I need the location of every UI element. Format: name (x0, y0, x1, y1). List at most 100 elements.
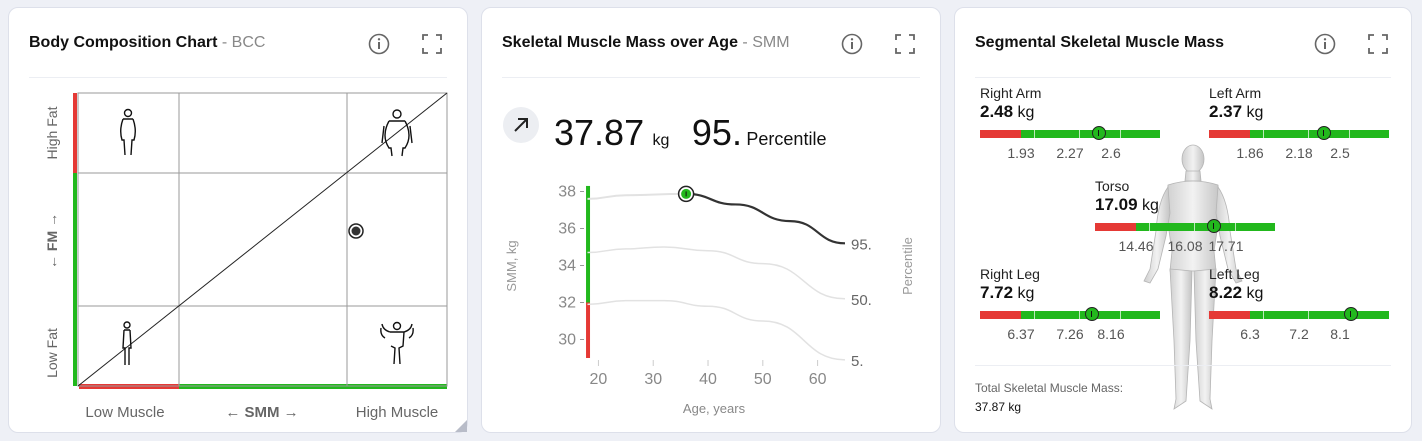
smm-y-tick-label: 38 (558, 184, 576, 201)
segment-range-bar (980, 307, 1160, 321)
segment-value: 17.09 (1095, 195, 1138, 214)
segment-bar-tick (1263, 311, 1264, 319)
segment-bar-tick (1034, 311, 1035, 319)
smm-series-label: 95. (851, 236, 872, 253)
smm-x-tick-label: 40 (699, 371, 717, 388)
total-smm-value: 37.87 kg (975, 400, 1022, 414)
smm-title-abbr: SMM (752, 34, 790, 51)
bcc-diagonal (77, 92, 448, 387)
x-axis-smm-title: ← SMM → (225, 404, 298, 421)
smm-x-axis-title: Age, years (683, 401, 746, 416)
segment-tick-label: 7.26 (1056, 326, 1084, 342)
smm-value: 37.87 (554, 112, 645, 153)
segment-red-zone (980, 130, 1021, 138)
segment-tick-label: 2.27 (1056, 145, 1084, 161)
bcc-grid-border (77, 92, 448, 387)
segment-range-bar (980, 126, 1160, 140)
segment-name: Left Arm (1209, 85, 1262, 101)
x-axis-high-muscle-label: High Muscle (356, 404, 439, 421)
segment-value-row: 2.48 kg (980, 102, 1034, 122)
expand-icon[interactable] (893, 32, 917, 56)
smm-card: Skeletal Muscle Mass over Age - SMM 37.8… (481, 7, 941, 433)
resize-handle-icon[interactable] (455, 420, 467, 432)
segment-value: 7.72 (980, 283, 1014, 302)
segment-marker-line (1091, 311, 1092, 317)
bcc-title-text: Body Composition Chart (29, 34, 218, 51)
segment-tick-label: 2.5 (1330, 145, 1350, 161)
fat-zone-red-bar (73, 93, 77, 173)
low-fat-low-muscle-figure-icon (122, 321, 132, 365)
high-fat-high-muscle-figure-icon (381, 109, 413, 157)
smm-zone-green-bar (586, 185, 591, 303)
smm-x-tick-label: 60 (809, 371, 827, 388)
segment-tick-label: 6.3 (1240, 326, 1260, 342)
smm-y-axis-title: SMM, kg (504, 240, 519, 291)
segment-value-row: 8.22 kg (1209, 283, 1263, 303)
segment-unit: kg (1246, 104, 1264, 121)
expand-icon[interactable] (420, 32, 444, 56)
smm-x-tick-label: 50 (754, 371, 772, 388)
bcc-card: Body Composition Chart - BCC (8, 7, 468, 433)
x-axis-arrow-left: ← (225, 404, 240, 421)
smm-title-separator: - (742, 34, 753, 51)
segment-red-zone (980, 311, 1021, 319)
fat-zone-green-bar (73, 173, 77, 386)
segment-bar-tick (1194, 223, 1195, 231)
segment-value-marker (1207, 219, 1221, 233)
segment-tick-label: 1.86 (1236, 145, 1264, 161)
segment-tick-label: 17.71 (1208, 238, 1244, 254)
segment-value-marker (1317, 126, 1331, 140)
segment-tick-label: 8.16 (1097, 326, 1125, 342)
smm-y2-axis-title: Percentile (900, 237, 915, 295)
y-axis-fm-title: ← FM → (44, 213, 60, 269)
smm-title-text: Skeletal Muscle Mass over Age (502, 34, 738, 51)
bcc-card-header: Body Composition Chart - BCC (9, 8, 467, 78)
smm-series-label: 5. (851, 353, 864, 370)
segment-left-leg: Left Leg 8.22 kg 6.3 7.2 8.1 (1209, 266, 1389, 346)
segment-range-bar (1209, 126, 1389, 140)
segment-tick-label: 2.6 (1101, 145, 1121, 161)
total-smm-label: Total Skeletal Muscle Mass: (975, 381, 1124, 395)
segment-value: 2.37 (1209, 102, 1243, 121)
segment-value: 2.48 (980, 102, 1014, 121)
segment-unit: kg (1246, 285, 1264, 302)
smm-y-tick-label: 30 (558, 332, 576, 349)
segment-value: 8.22 (1209, 283, 1243, 302)
expand-icon[interactable] (1366, 32, 1390, 56)
bcc-card-title: Body Composition Chart - BCC (29, 34, 265, 52)
segment-name: Torso (1095, 178, 1130, 194)
smm-y-tick-label: 32 (558, 295, 576, 312)
seg-header-divider (975, 77, 1391, 78)
segment-tick-label: 14.46 (1118, 238, 1154, 254)
y-axis-high-fat-label: High Fat (44, 106, 60, 159)
seg-title-text: Segmental Skeletal Muscle Mass (975, 34, 1224, 51)
seg-card: Segmental Skeletal Muscle Mass Right Arm… (954, 7, 1412, 433)
segment-bar-tick (1079, 311, 1080, 319)
segment-tick-label: 7.2 (1289, 326, 1309, 342)
smm-value-row: 37.87 kg 95. Percentile (554, 112, 826, 154)
segment-unit: kg (1142, 197, 1159, 214)
segment-value-marker (1092, 126, 1106, 140)
info-icon[interactable] (367, 32, 391, 56)
seg-card-header: Segmental Skeletal Muscle Mass (955, 8, 1411, 78)
smm-card-title: Skeletal Muscle Mass over Age - SMM (502, 34, 790, 52)
bcc-user-marker-core (351, 226, 361, 236)
smm-x-tick-label: 30 (644, 371, 662, 388)
smm-y-tick-label: 36 (558, 221, 576, 238)
segment-name: Right Arm (980, 85, 1042, 101)
segment-tick-label: 6.37 (1007, 326, 1035, 342)
smm-series-50-line (587, 246, 846, 300)
segment-bar-tick (1120, 311, 1121, 319)
segment-bar-tick (1308, 130, 1309, 138)
segment-value-row: 7.72 kg (980, 283, 1034, 303)
y-axis-arrow-up: → (44, 213, 60, 227)
segment-right-arm: Right Arm 2.48 kg 1.93 2.27 2.6 (980, 85, 1160, 165)
trend-arrow-badge (503, 107, 539, 143)
info-icon[interactable] (1313, 32, 1337, 56)
segment-torso: Torso 17.09 kg 14.46 16.08 17.71 (1095, 178, 1275, 258)
y-axis-arrow-down: ← (44, 255, 60, 269)
info-icon[interactable] (840, 32, 864, 56)
segment-marker-line (1098, 130, 1099, 136)
segment-unit: kg (1017, 285, 1035, 302)
segment-bar-tick (1235, 223, 1236, 231)
